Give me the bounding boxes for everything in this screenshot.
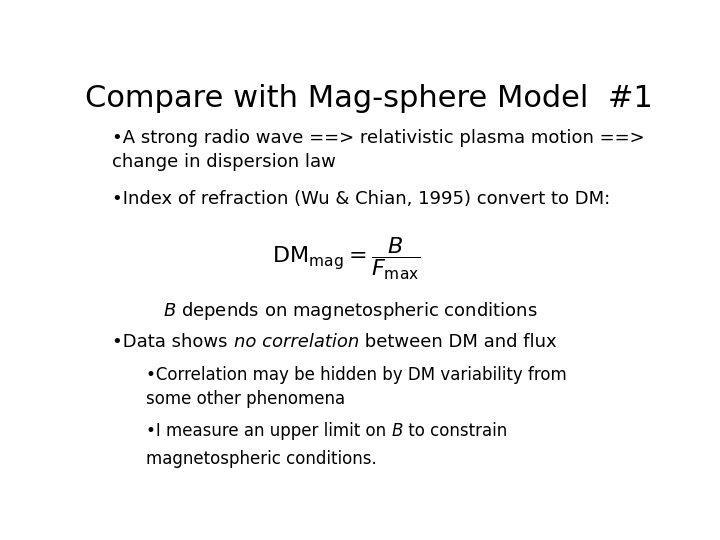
Text: $\mathrm{DM}_{\mathrm{mag}} = \dfrac{B}{F_{\mathrm{max}}}$: $\mathrm{DM}_{\mathrm{mag}} = \dfrac{B}{… <box>272 235 421 282</box>
Text: •I measure an upper limit on: •I measure an upper limit on <box>145 422 391 441</box>
Text: no correlation: no correlation <box>233 333 359 351</box>
Text: •Data shows: •Data shows <box>112 333 233 351</box>
Text: between DM and flux: between DM and flux <box>359 333 557 351</box>
Text: B: B <box>391 422 402 441</box>
Text: Compare with Mag-sphere Model  #1: Compare with Mag-sphere Model #1 <box>85 84 653 112</box>
Text: magnetospheric conditions.: magnetospheric conditions. <box>145 450 377 468</box>
Text: •Index of refraction (Wu & Chian, 1995) convert to DM:: •Index of refraction (Wu & Chian, 1995) … <box>112 190 611 207</box>
Text: •A strong radio wave ==> relativistic plasma motion ==>
change in dispersion law: •A strong radio wave ==> relativistic pl… <box>112 129 645 171</box>
Text: $B$ depends on magnetospheric conditions: $B$ depends on magnetospheric conditions <box>163 300 537 322</box>
Text: •Correlation may be hidden by DM variability from
some other phenomena: •Correlation may be hidden by DM variabi… <box>145 366 567 408</box>
Text: to constrain: to constrain <box>402 422 507 441</box>
